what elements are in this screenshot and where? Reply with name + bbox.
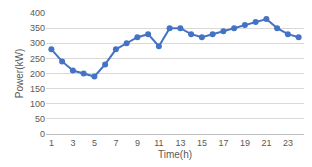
svg-text:250: 250 [30, 54, 45, 64]
svg-text:3: 3 [70, 138, 75, 148]
svg-text:50: 50 [35, 114, 45, 124]
svg-text:21: 21 [261, 138, 271, 148]
svg-text:19: 19 [240, 138, 250, 148]
svg-text:Time(h): Time(h) [158, 149, 192, 160]
svg-text:9: 9 [135, 138, 140, 148]
svg-text:7: 7 [113, 138, 118, 148]
svg-text:400: 400 [30, 8, 45, 18]
svg-text:300: 300 [30, 38, 45, 48]
svg-text:1: 1 [49, 138, 54, 148]
svg-text:Power(kW): Power(kW) [14, 49, 25, 98]
svg-text:0: 0 [40, 129, 45, 139]
svg-text:150: 150 [30, 84, 45, 94]
svg-text:23: 23 [283, 138, 293, 148]
svg-text:5: 5 [92, 138, 97, 148]
svg-text:350: 350 [30, 23, 45, 33]
svg-text:11: 11 [154, 138, 163, 148]
svg-text:15: 15 [197, 138, 207, 148]
svg-text:13: 13 [175, 138, 185, 148]
svg-text:100: 100 [30, 99, 45, 109]
svg-text:17: 17 [218, 138, 228, 148]
svg-text:200: 200 [30, 69, 45, 79]
